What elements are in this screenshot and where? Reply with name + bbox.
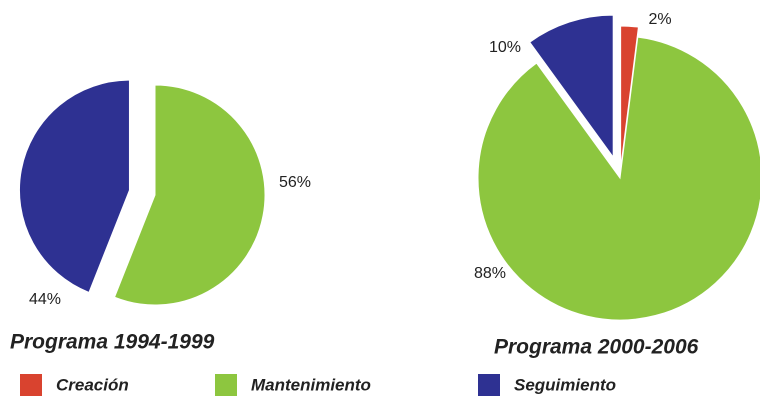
data-label: 44% <box>29 291 61 308</box>
legend-label: Seguimiento <box>514 375 616 394</box>
chart-title: Programa 2000-2006 <box>494 336 699 359</box>
legend-label: Mantenimiento <box>251 375 371 394</box>
data-label: 88% <box>474 265 506 282</box>
legend-label: Creación <box>56 375 129 394</box>
legend-swatch <box>20 374 42 396</box>
pie-slice <box>113 84 266 306</box>
chart-title: Programa 1994-1999 <box>10 331 215 354</box>
pie-slice <box>18 79 130 294</box>
legend-swatch <box>478 374 500 396</box>
data-label: 56% <box>279 174 311 191</box>
pie-slice <box>620 25 639 169</box>
pie-slice <box>529 14 614 159</box>
data-label: 2% <box>648 11 671 28</box>
data-label: 10% <box>489 39 521 56</box>
legend-swatch <box>215 374 237 396</box>
pie-slice <box>477 36 760 321</box>
